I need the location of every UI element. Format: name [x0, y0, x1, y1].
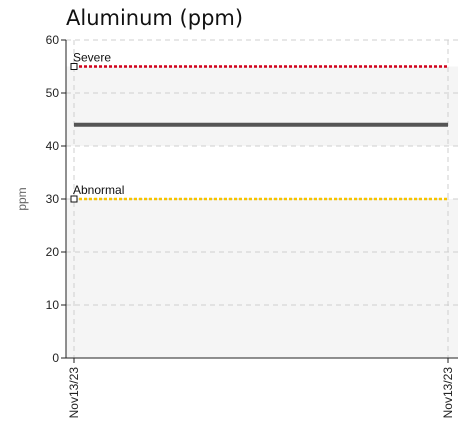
- y-tick-label: 20: [46, 245, 60, 259]
- x-tick-label: Nov13/23: [441, 367, 455, 419]
- threshold-annotations: Severe Abnormal: [70, 51, 124, 203]
- background-band: [66, 199, 458, 358]
- y-axis-label: ppm: [15, 187, 29, 210]
- y-tick-label: 60: [46, 33, 60, 47]
- background-bands: [66, 40, 458, 358]
- threshold-marker: [70, 195, 78, 203]
- threshold-marker: [70, 63, 78, 70]
- threshold-label: Severe: [73, 51, 111, 65]
- chart-title: Aluminum (ppm): [66, 6, 243, 30]
- background-band: [66, 40, 458, 67]
- threshold-lines: [74, 65, 448, 201]
- y-tick-label: 0: [52, 351, 59, 365]
- y-tick-label: 30: [46, 192, 60, 206]
- x-ticks: Nov13/23 Nov13/23: [67, 358, 455, 418]
- y-ticks: 0 10 20 30 40 50 60: [46, 33, 66, 365]
- background-band: [66, 66, 458, 146]
- threshold-label: Abnormal: [73, 183, 124, 197]
- y-tick-label: 50: [46, 86, 60, 100]
- background-band: [66, 146, 458, 199]
- x-tick-label: Nov13/23: [67, 367, 81, 419]
- y-tick-label: 40: [46, 139, 60, 153]
- y-tick-label: 10: [46, 298, 60, 312]
